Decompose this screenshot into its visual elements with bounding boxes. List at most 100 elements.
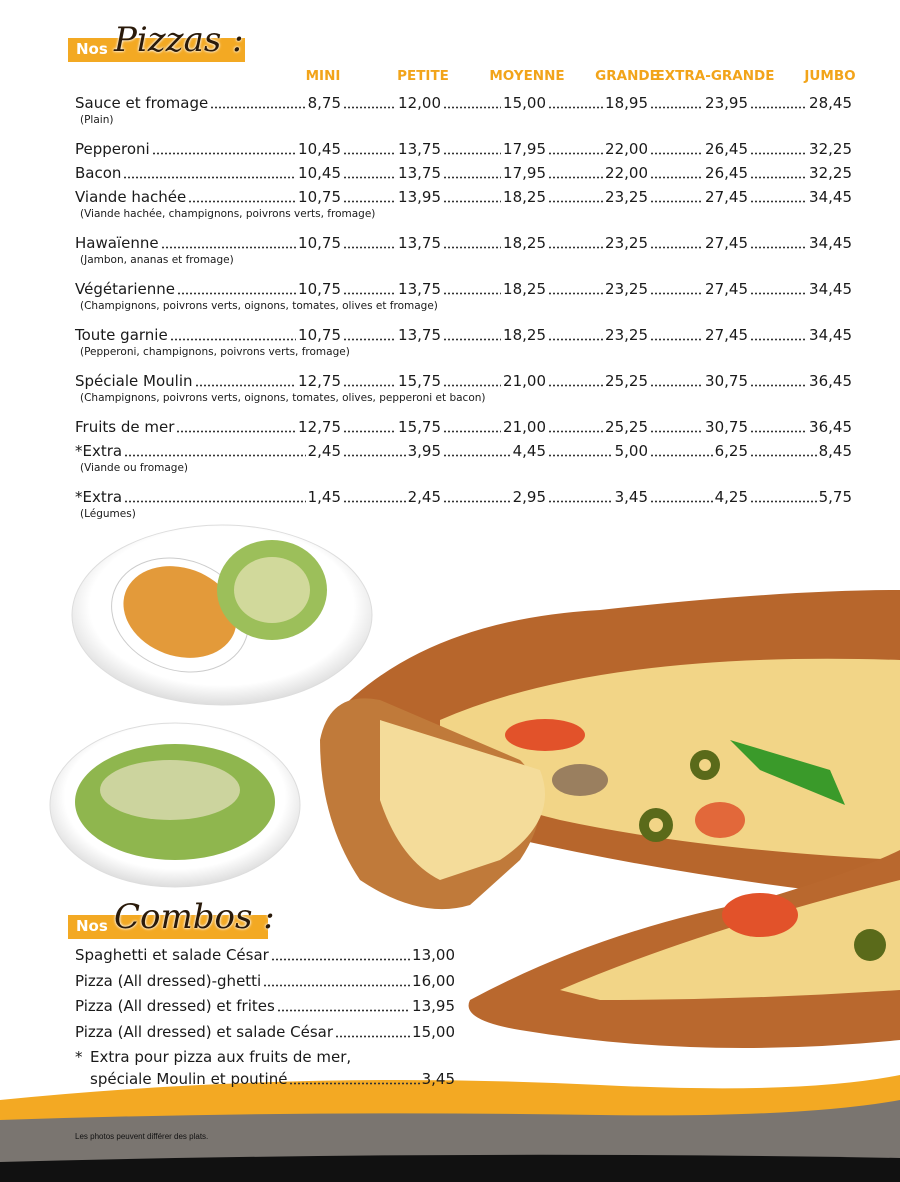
price-cell: 32,25: [748, 162, 852, 184]
price-cell: 5,00: [546, 440, 648, 462]
price: 5,00: [614, 442, 648, 460]
item-note: (Pepperoni, champignons, poivrons verts,…: [80, 346, 350, 358]
leader: [443, 500, 511, 503]
leader: [123, 176, 297, 179]
price-cell: 21,00: [441, 416, 546, 438]
price: 25,25: [605, 372, 648, 390]
price: 23,25: [605, 234, 648, 252]
item-name: Sauce et fromage: [75, 94, 209, 112]
extra-marker: *: [75, 1048, 83, 1066]
price-cell: 23,25: [546, 232, 648, 254]
leader: [750, 176, 808, 179]
combo-row: Pizza (All dressed) et salade César 15,00: [75, 1021, 455, 1043]
item-name: Toute garnie: [75, 326, 168, 344]
leader: [650, 176, 704, 179]
price-cell: 32,25: [748, 138, 852, 160]
menu-row: Hawaïenne 10,75 13,75 18,25 23,25 27,45 34,45: [0, 232, 900, 254]
item-note: (Champignons, poivrons verts, oignons, t…: [80, 392, 486, 404]
olive: [649, 818, 663, 832]
price-cell: 13,95: [341, 186, 441, 208]
pizza-slice: [380, 720, 545, 880]
price-cell: 34,45: [748, 324, 852, 346]
price: 6,25: [714, 442, 748, 460]
price: 23,95: [705, 94, 748, 112]
price: 34,45: [809, 234, 852, 252]
price: 12,75: [298, 372, 341, 390]
leader: [650, 292, 704, 295]
band-black: [0, 1154, 900, 1182]
price-cell: 22,00: [546, 162, 648, 184]
price-cell: 23,95: [648, 92, 748, 114]
price-cell: 3,45: [546, 486, 648, 508]
price-cell: Pepperoni 10,45: [75, 138, 341, 160]
price: 2,45: [407, 488, 441, 506]
price-cell: 15,00: [441, 92, 546, 114]
leader: [750, 384, 808, 387]
price: 13,00: [412, 946, 455, 964]
size-header: JUMBO: [804, 68, 856, 84]
price-cell: Bacon 10,45: [75, 162, 341, 184]
leader: [650, 454, 713, 457]
price-cell: 13,75: [341, 162, 441, 184]
price-cell: 17,95: [441, 138, 546, 160]
leader: [750, 152, 808, 155]
price-cell: 22,00: [546, 138, 648, 160]
menu-row: Fruits de mer 12,75 15,75 21,00 25,25 30,75 36…: [0, 416, 900, 438]
price-cell: Sauce et fromage 8,75: [75, 92, 341, 114]
leader: [548, 176, 604, 179]
price: 23,25: [605, 326, 648, 344]
price-cell: 3,95: [341, 440, 441, 462]
price-cell: *Extra 2,45: [75, 440, 341, 462]
price-cell: 23,25: [546, 324, 648, 346]
combo-row: Pizza (All dressed)-ghetti 16,00: [75, 970, 455, 992]
item-name: Spéciale Moulin: [75, 372, 193, 390]
item-name: Spaghetti et salade César: [75, 946, 269, 964]
leader: [548, 338, 604, 341]
price-cell: Viande hachée 10,75: [75, 186, 341, 208]
menu-row: Toute garnie 10,75 13,75 18,25 23,25 27,45 34,…: [0, 324, 900, 346]
price-cell: 4,45: [441, 440, 546, 462]
price: 2,95: [512, 488, 546, 506]
leader: [750, 200, 808, 203]
leader: [443, 106, 502, 109]
leader: [548, 106, 604, 109]
salad: [100, 760, 240, 820]
menu-row: *Extra 2,45 3,95 4,45 5,00 6,25 8,45: [0, 440, 900, 462]
price-cell: 36,45: [748, 370, 852, 392]
price: 10,75: [298, 188, 341, 206]
tomato: [722, 893, 798, 937]
price-cell: 5,75: [748, 486, 852, 508]
price: 13,95: [398, 188, 441, 206]
heading-small: Nos: [76, 917, 108, 935]
price-cell: Spéciale Moulin 12,75: [75, 370, 341, 392]
price-cell: 6,25: [648, 440, 748, 462]
leader: [270, 958, 411, 961]
leader: [548, 200, 604, 203]
price-cell: Végétarienne 10,75: [75, 278, 341, 300]
menu-row: Spéciale Moulin 12,75 15,75 21,00 25,25 30,75…: [0, 370, 900, 392]
band-orange: [0, 1075, 900, 1128]
item-name: *Extra: [75, 488, 123, 506]
price: 13,75: [398, 326, 441, 344]
price: 18,25: [503, 234, 546, 252]
price-cell: Fruits de mer 12,75: [75, 416, 341, 438]
price: 5,75: [818, 488, 852, 506]
price-cell: 12,00: [341, 92, 441, 114]
item-name: *Extra: [75, 442, 123, 460]
size-header: MINI: [305, 68, 341, 84]
heading-small: Nos: [76, 40, 108, 58]
leader: [343, 500, 406, 503]
leader: [650, 106, 704, 109]
price-cell: 27,45: [648, 324, 748, 346]
menu-row: Pepperoni 10,45 13,75 17,95 22,00 26,45 32,25: [0, 138, 900, 160]
price-cell: 4,25: [648, 486, 748, 508]
price: 27,45: [705, 280, 748, 298]
price: 26,45: [705, 140, 748, 158]
item-name: Végétarienne: [75, 280, 175, 298]
leader: [548, 500, 613, 503]
price: 15,75: [398, 418, 441, 436]
leader: [194, 384, 297, 387]
price: 10,45: [298, 164, 341, 182]
price-cell: 23,25: [546, 278, 648, 300]
